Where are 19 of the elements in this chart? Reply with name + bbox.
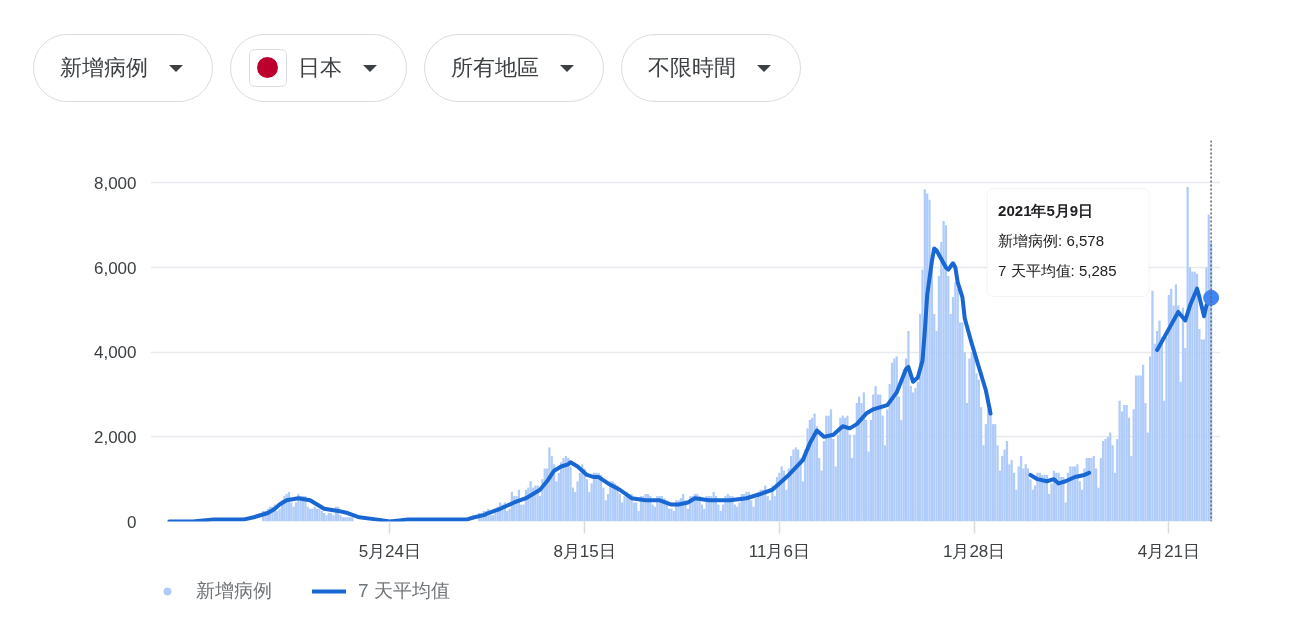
legend-label: 7 天平均值: [358, 579, 450, 603]
y-tick-label: 6,000: [93, 258, 137, 278]
legend-label: 新增病例: [196, 579, 272, 603]
x-tick-label: 5月24日: [358, 541, 422, 561]
x-tick-label: 1月28日: [942, 541, 1006, 561]
annotation: 2021年5月9日: [998, 202, 1094, 219]
text: 新增病例: [60, 54, 148, 83]
x-tick-label: 11月6日: [748, 541, 810, 561]
y-tick-label: 0: [127, 512, 137, 532]
y-tick-label: 8,000: [93, 173, 137, 193]
y-tick-label: 4,000: [93, 343, 137, 363]
y-tick-label: 2,000: [93, 427, 137, 447]
text: 日本: [298, 54, 342, 83]
text: 所有地區: [451, 54, 539, 83]
x-tick-label: 4月21日: [1137, 541, 1201, 561]
x-tick-label: 8月15日: [553, 541, 616, 561]
text: 不限時間: [648, 54, 736, 83]
annotation: 7 天平均值: 5,285: [998, 262, 1117, 279]
annotation: 新增病例: 6,578: [998, 232, 1104, 249]
